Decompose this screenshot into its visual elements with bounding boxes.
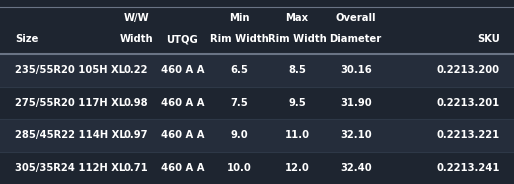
- Bar: [0, 54, 514, 87]
- Bar: [0, 152, 514, 184]
- Text: 275/55R20 117H XL: 275/55R20 117H XL: [15, 98, 125, 108]
- Text: 32.40: 32.40: [340, 163, 372, 173]
- Text: SKU: SKU: [477, 34, 500, 44]
- Text: W/W: W/W: [123, 13, 149, 23]
- Text: 31.90: 31.90: [340, 98, 372, 108]
- Text: Overall: Overall: [336, 13, 376, 23]
- Bar: [0, 0, 514, 54]
- Text: 0.2213.221: 0.2213.221: [436, 130, 500, 140]
- Text: 0.22: 0.22: [124, 66, 149, 75]
- Bar: [0, 87, 514, 119]
- Text: Min: Min: [229, 13, 249, 23]
- Text: Size: Size: [15, 34, 39, 44]
- Text: 30.16: 30.16: [340, 66, 372, 75]
- Text: 0.97: 0.97: [124, 130, 149, 140]
- Text: 7.5: 7.5: [230, 98, 248, 108]
- Text: 9.5: 9.5: [288, 98, 306, 108]
- Text: Diameter: Diameter: [329, 34, 382, 44]
- Text: 12.0: 12.0: [285, 163, 309, 173]
- Text: 0.98: 0.98: [124, 98, 149, 108]
- Text: 0.2213.201: 0.2213.201: [436, 98, 500, 108]
- Text: Max: Max: [286, 13, 308, 23]
- Text: 285/45R22 114H XL: 285/45R22 114H XL: [15, 130, 126, 140]
- Text: Width: Width: [119, 34, 153, 44]
- Text: Rim Width: Rim Width: [210, 34, 268, 44]
- Text: 32.10: 32.10: [340, 130, 372, 140]
- Text: 6.5: 6.5: [230, 66, 248, 75]
- Text: 0.71: 0.71: [124, 163, 149, 173]
- Bar: [0, 119, 514, 152]
- Text: UTQG: UTQG: [167, 34, 198, 44]
- Text: 11.0: 11.0: [285, 130, 309, 140]
- Text: 8.5: 8.5: [288, 66, 306, 75]
- Text: 9.0: 9.0: [230, 130, 248, 140]
- Text: 235/55R20 105H XL: 235/55R20 105H XL: [15, 66, 125, 75]
- Text: 460 A A: 460 A A: [161, 98, 204, 108]
- Text: 0.2213.200: 0.2213.200: [436, 66, 500, 75]
- Text: 460 A A: 460 A A: [161, 130, 204, 140]
- Text: 10.0: 10.0: [227, 163, 251, 173]
- Text: 0.2213.241: 0.2213.241: [436, 163, 500, 173]
- Text: 460 A A: 460 A A: [161, 163, 204, 173]
- Text: 460 A A: 460 A A: [161, 66, 204, 75]
- Text: 305/35R24 112H XL: 305/35R24 112H XL: [15, 163, 126, 173]
- Text: Rim Width: Rim Width: [268, 34, 326, 44]
